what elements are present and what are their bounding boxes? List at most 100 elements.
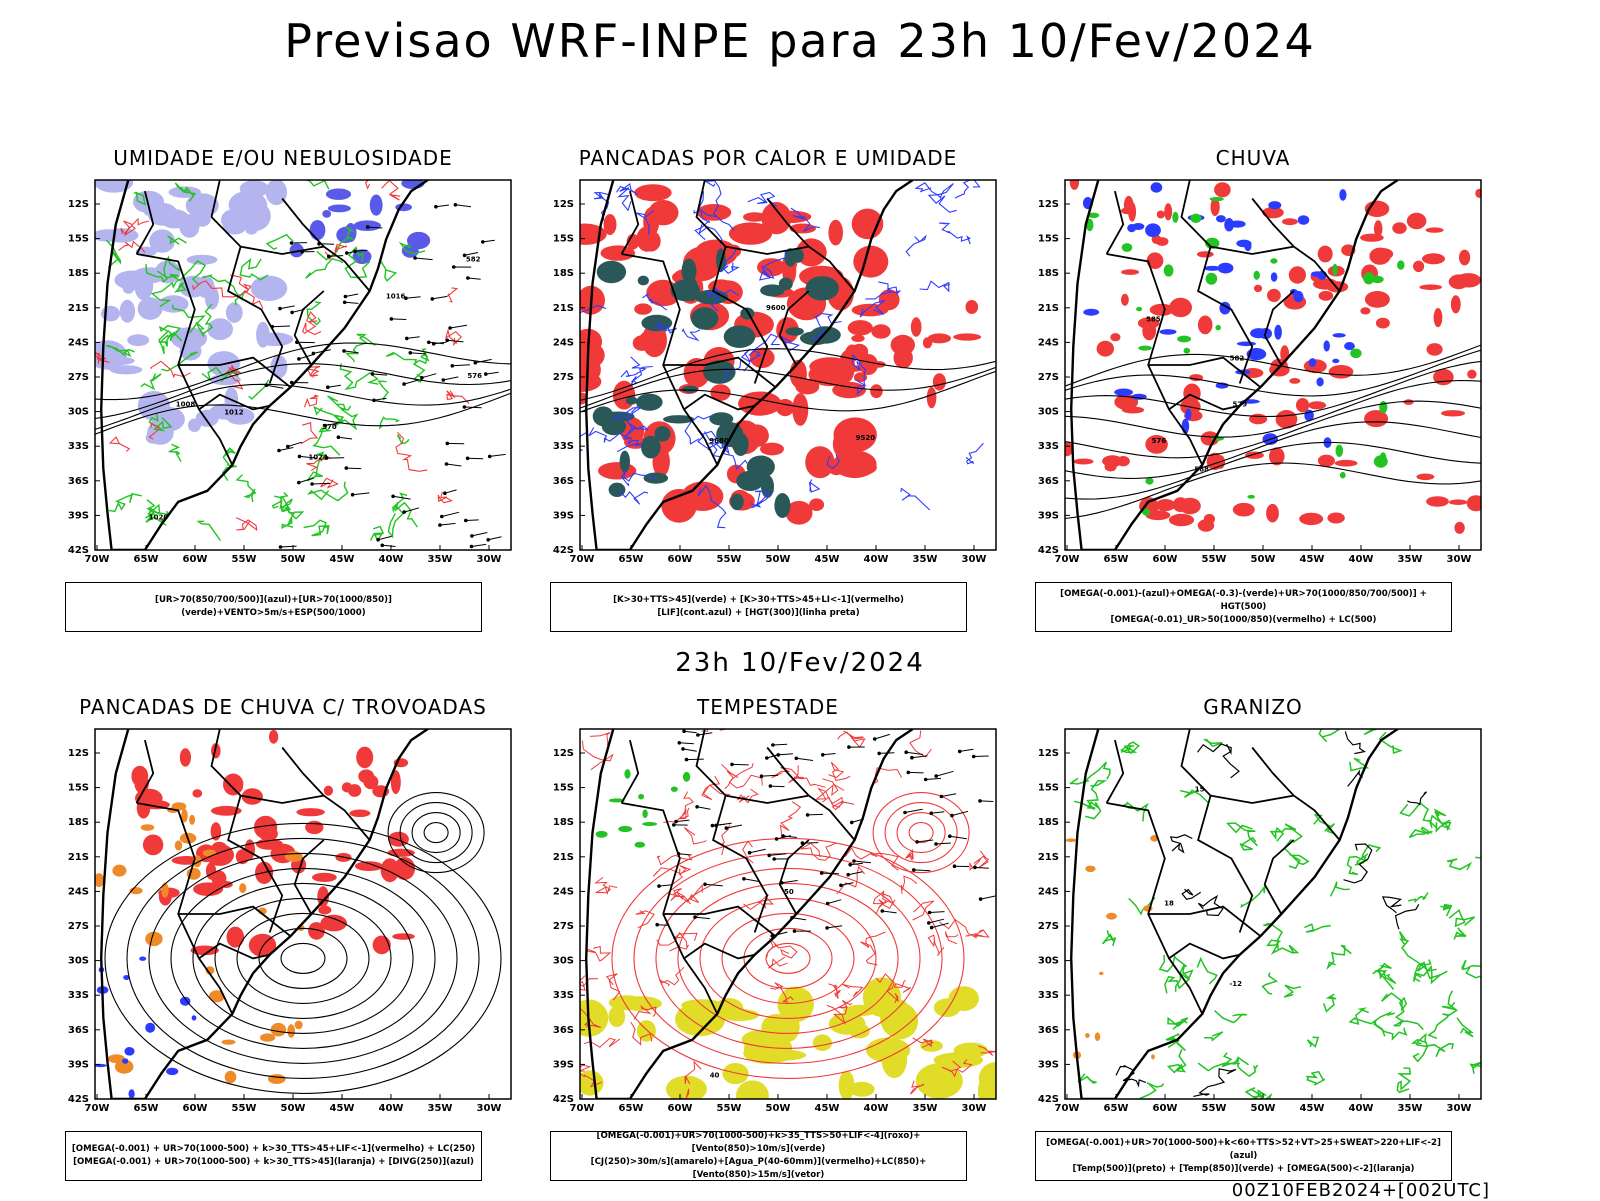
lat-label: 15S (1038, 234, 1059, 245)
panel-title: PANCADAS DE CHUVA C/ TROVOADAS (48, 695, 518, 719)
lon-label: 45W (1300, 554, 1325, 565)
lat-label: 18S (553, 817, 574, 828)
lat-label: 24S (68, 337, 89, 348)
panel-title: TEMPESTADE (533, 695, 1003, 719)
lon-label: 50W (281, 554, 306, 565)
lat-label: 15S (68, 783, 89, 794)
streamline (105, 793, 501, 1094)
lat-label: 24S (68, 886, 89, 897)
lon-label: 60W (668, 1103, 693, 1114)
legend-line-2: [CJ(250)>30m/s](amarelo)+[Agua_P(40-60mm… (551, 1156, 966, 1182)
lat-label: 21S (68, 852, 89, 863)
lon-label: 65W (1104, 1103, 1129, 1114)
lon-label: 40W (379, 1103, 404, 1114)
legend-box: [K>30+TTS>45](verde) + [K>30+TTS>45+LI<-… (550, 582, 967, 632)
contour-label: 40 (710, 1072, 720, 1080)
legend-line-2: [OMEGA(-0.01)_UR>50(1000/850)(vermelho) … (1111, 614, 1377, 627)
lat-label: 30S (68, 956, 89, 967)
lon-label: 30W (1447, 554, 1472, 565)
lat-label: 39S (1038, 510, 1059, 521)
contour-label: 9600 (766, 304, 786, 312)
lat-label: 12S (1038, 748, 1059, 759)
lat-label: 39S (553, 1059, 574, 1070)
lon-label: 60W (183, 1103, 208, 1114)
lat-label: 12S (553, 199, 574, 210)
lon-label: 50W (281, 1103, 306, 1114)
contour-label: 579 (1233, 401, 1248, 409)
basemap (101, 180, 428, 550)
lon-label: 30W (962, 1103, 987, 1114)
lat-label: 15S (553, 783, 574, 794)
lat-label: 21S (1038, 852, 1059, 863)
lat-label: 39S (68, 1059, 89, 1070)
wind-vectors (656, 730, 996, 937)
lat-label: 12S (68, 748, 89, 759)
country-border (1107, 803, 1203, 1014)
lon-label: 30W (477, 554, 502, 565)
lon-label: 40W (379, 554, 404, 565)
legend-box: [UR>70(850/700/500)](azul)+[UR>70(1000/8… (65, 582, 482, 632)
lat-label: 24S (1038, 886, 1059, 897)
contour-label: 1024 (308, 453, 328, 461)
lon-label: 45W (1300, 1103, 1325, 1114)
country-border (684, 944, 755, 959)
legend-box: [OMEGA(-0.001)-(azul)+OMEGA(-0.3)-(verde… (1035, 582, 1452, 632)
panel-pancadas-trovoadas: PANCADAS DE CHUVA C/ TROVOADAS 12S 15S 18S… (48, 695, 548, 1195)
lat-label: 36S (553, 1025, 574, 1036)
lat-label: 33S (1038, 990, 1059, 1001)
lat-label: 18S (68, 817, 89, 828)
lat-label: 39S (1038, 1059, 1059, 1070)
lon-label: 35W (428, 1103, 453, 1114)
lat-label: 24S (1038, 337, 1059, 348)
lon-label: 40W (1349, 554, 1374, 565)
lon-label: 50W (766, 1103, 791, 1114)
lat-label: 24S (553, 886, 574, 897)
contour-label: 1020 (149, 513, 169, 521)
lat-label: 15S (553, 234, 574, 245)
lon-label: 65W (619, 554, 644, 565)
country-border (622, 803, 718, 1014)
map-tempestade: 405012S15S18S21S24S27S30S33S36S39S42S70W… (533, 721, 1003, 1121)
lon-label: 65W (134, 554, 159, 565)
legend-line-1: [OMEGA(-0.001)-(azul)+OMEGA(-0.3)-(verde… (1036, 588, 1451, 614)
lon-label: 35W (1398, 1103, 1423, 1114)
lon-label: 70W (570, 554, 595, 565)
lat-label: 27S (68, 921, 89, 932)
coastline (1071, 180, 1398, 550)
lat-label: 27S (553, 372, 574, 383)
lon-label: 35W (913, 554, 938, 565)
country-border (1211, 247, 1294, 254)
lat-label: 33S (553, 990, 574, 1001)
lat-label: 36S (68, 1025, 89, 1036)
lat-label: 18S (553, 268, 574, 279)
lat-label: 21S (68, 303, 89, 314)
contour-label: 1008 (176, 401, 196, 409)
map-frame (95, 729, 511, 1099)
map-granizo: 1518-1212S15S18S21S24S27S30S33S36S39S42S… (1018, 721, 1488, 1121)
lon-label: 45W (330, 1103, 355, 1114)
lon-label: 70W (1055, 1103, 1080, 1114)
lat-label: 12S (68, 199, 89, 210)
country-border (1211, 796, 1294, 803)
legend-box: [OMEGA(-0.001) + UR>70(1000-500) + k>30_… (65, 1131, 482, 1181)
lat-label: 33S (68, 990, 89, 1001)
lat-label: 27S (553, 921, 574, 932)
lat-label: 30S (1038, 407, 1059, 418)
lat-label: 21S (1038, 303, 1059, 314)
legend-line-1: [UR>70(850/700/500)](azul)+[UR>70(1000/8… (66, 594, 481, 620)
legend-line-1: [K>30+TTS>45](verde) + [K>30+TTS>45+LI<-… (613, 594, 904, 607)
basemap (1071, 180, 1398, 550)
lon-label: 55W (717, 554, 742, 565)
lon-label: 40W (864, 1103, 889, 1114)
omega-red-fill (1060, 175, 1485, 534)
lon-label: 45W (330, 554, 355, 565)
country-border (1107, 254, 1203, 465)
contour-label: 50 (784, 888, 794, 896)
lon-label: 60W (668, 554, 693, 565)
lat-label: 30S (68, 407, 89, 418)
legend-line-2: [OMEGA(-0.001) + UR>70(1000-500) + k>30_… (73, 1156, 474, 1169)
